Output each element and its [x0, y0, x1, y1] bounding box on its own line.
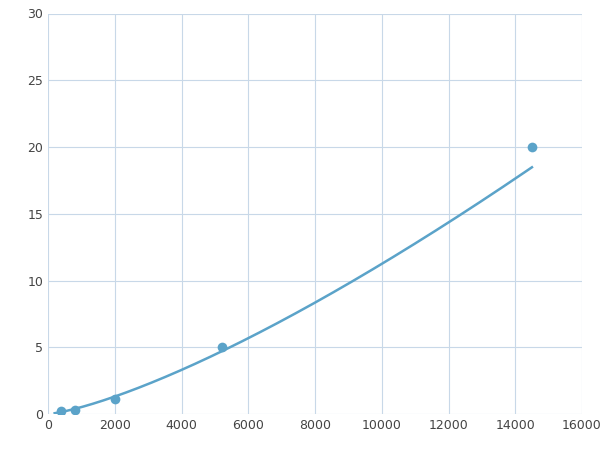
Point	[110, 396, 119, 403]
Point	[56, 408, 66, 415]
Point	[527, 144, 537, 151]
Point	[70, 406, 79, 414]
Point	[217, 344, 226, 351]
